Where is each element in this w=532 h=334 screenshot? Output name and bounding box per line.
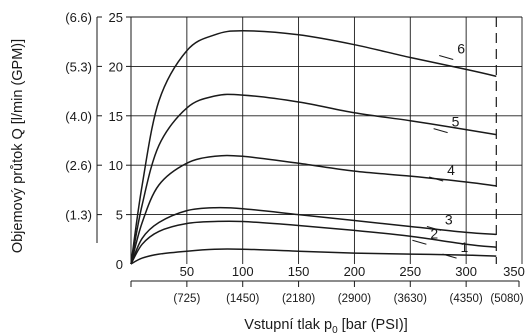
x-tick-label: 100 xyxy=(232,264,254,279)
y-tick-label: 0 xyxy=(116,257,123,272)
y-tick-label: 5 xyxy=(116,208,123,223)
x-tick-label: 350 xyxy=(503,264,525,279)
y-axis-label: Objemový průtok Q [l/min (GPM)] xyxy=(10,39,26,253)
x-axis-label: Vstupní tlak p0 [bar (PSI)] xyxy=(244,317,408,334)
y-secondary-tick-label: (1.3) xyxy=(65,208,92,223)
y-secondary-tick-label: (2.6) xyxy=(65,158,92,173)
series-line-3 xyxy=(130,206,497,265)
y-secondary-tick-label: (4.0) xyxy=(65,109,92,124)
series-line-2 xyxy=(130,220,497,265)
series-label-leader-3 xyxy=(426,225,442,231)
y-secondary-tick-label: (6.6) xyxy=(65,10,92,25)
x-secondary-tick-label: (5080) xyxy=(490,293,523,305)
series-line-5 xyxy=(130,93,497,265)
axes-layer xyxy=(96,16,520,287)
series-label-1: 1 xyxy=(461,239,469,255)
x-tick-label: 150 xyxy=(288,264,310,279)
series-label-leader-4 xyxy=(429,176,444,182)
series-line-1 xyxy=(130,248,497,265)
series-label-5: 5 xyxy=(452,114,460,130)
y-secondary-tick-label: (5.3) xyxy=(65,59,92,74)
series-label-2: 2 xyxy=(430,225,438,241)
series-label-leader-5 xyxy=(433,128,448,134)
series-label-4: 4 xyxy=(447,162,455,178)
x-axis-label-unit: [bar (PSI)] xyxy=(338,317,408,333)
y-tick-label: 25 xyxy=(109,10,123,25)
y-tick-label: 20 xyxy=(109,59,123,74)
y-tick-label: 15 xyxy=(109,109,123,124)
x-secondary-tick-label: (1450) xyxy=(226,293,259,305)
x-secondary-tick-label: (2900) xyxy=(338,293,371,305)
series-label-6: 6 xyxy=(457,41,465,57)
series-label-leader-2 xyxy=(412,239,427,245)
grid-layer xyxy=(131,16,523,264)
series-label-leader-1 xyxy=(442,253,457,259)
y-tick-label: 10 xyxy=(109,158,123,173)
x-tick-label: 50 xyxy=(180,264,194,279)
x-tick-label: 200 xyxy=(344,264,366,279)
x-secondary-tick-label: (3630) xyxy=(394,293,427,305)
x-axis-label-main: Vstupní tlak p xyxy=(244,317,332,333)
x-secondary-tick-label: (725) xyxy=(173,293,200,305)
series-label-3: 3 xyxy=(445,211,453,227)
series-line-6 xyxy=(130,30,497,265)
x-secondary-tick-label: (4350) xyxy=(450,293,483,305)
series-line-4 xyxy=(130,154,497,265)
x-secondary-tick-label: (2180) xyxy=(282,293,315,305)
x-axis-label-subscript: 0 xyxy=(332,325,338,334)
x-tick-label: 300 xyxy=(455,264,477,279)
x-tick-label: 250 xyxy=(399,264,421,279)
series-label-leader-6 xyxy=(439,55,454,60)
